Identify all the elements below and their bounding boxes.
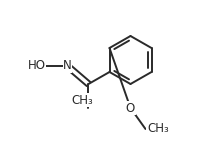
- Text: CH₃: CH₃: [71, 93, 93, 106]
- Text: HO: HO: [28, 60, 46, 72]
- Text: CH₃: CH₃: [146, 123, 168, 135]
- Text: O: O: [125, 102, 134, 114]
- Text: N: N: [63, 60, 72, 72]
